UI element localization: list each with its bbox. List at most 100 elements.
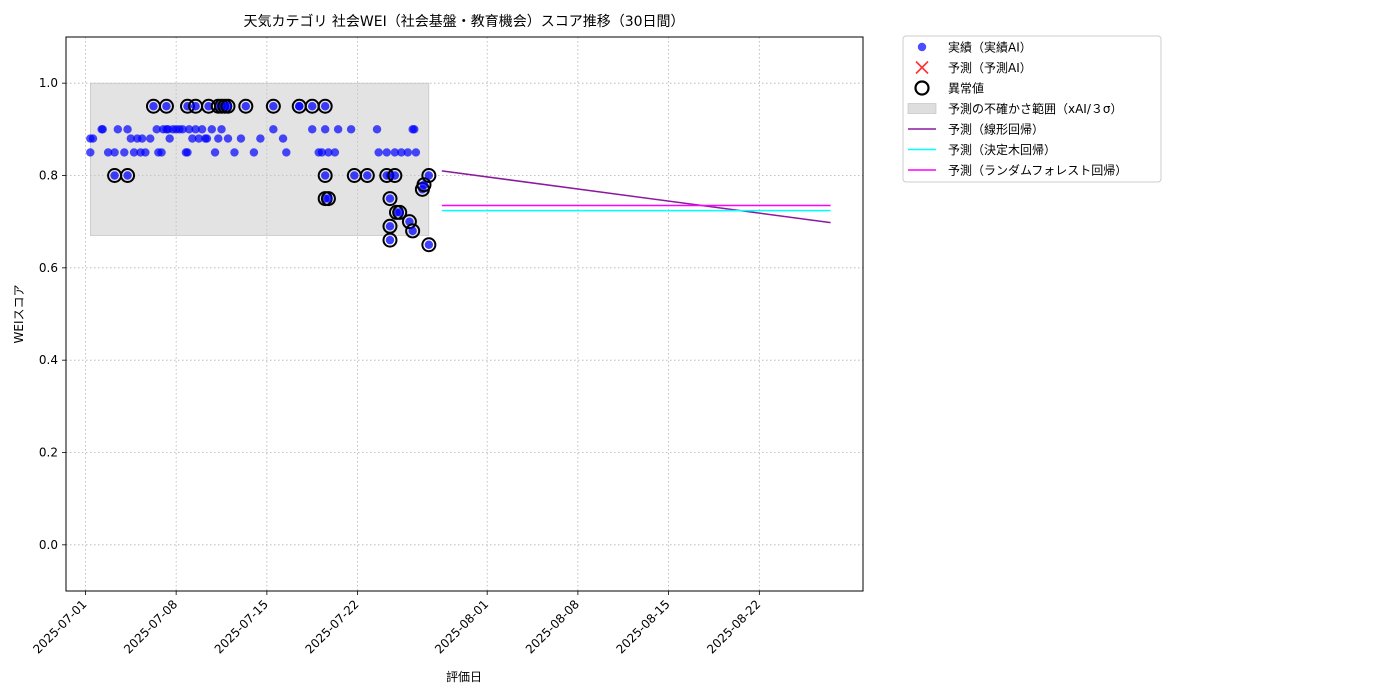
x-tick-label: 2025-07-08 xyxy=(121,597,180,656)
y-tick-label: 0.6 xyxy=(39,261,58,275)
legend-label: 予測（ランダムフォレスト回帰） xyxy=(948,163,1127,178)
actual-point xyxy=(146,134,155,143)
y-axis-label: WEIスコア xyxy=(12,285,26,344)
legend-label: 予測の不確かさ範囲（xAI/３σ） xyxy=(948,101,1123,116)
anomaly-ring xyxy=(392,204,408,220)
y-tick-label: 0.0 xyxy=(39,538,58,552)
actual-point xyxy=(152,125,161,134)
x-tick-label: 2025-07-22 xyxy=(302,597,361,656)
anomaly-ring xyxy=(405,223,421,239)
actual-point xyxy=(191,125,200,134)
legend-label: 予測（予測AI） xyxy=(948,61,1032,75)
actual-point xyxy=(103,148,113,157)
actual-point xyxy=(165,134,174,143)
axes-frame xyxy=(65,36,864,592)
x-axis-label: 評価日 xyxy=(446,669,482,684)
actual-point xyxy=(88,134,98,143)
actual-point xyxy=(346,125,356,134)
actual-point xyxy=(282,148,291,157)
actual-point xyxy=(372,125,382,134)
anomaly-point xyxy=(350,171,359,180)
actual-point xyxy=(183,148,192,157)
actual-point xyxy=(320,125,330,134)
x-tick-label: 2025-08-01 xyxy=(432,597,491,656)
actual-point xyxy=(403,148,413,157)
y-tick-label: 0.4 xyxy=(39,353,58,367)
actual-point xyxy=(86,148,95,157)
actual-point xyxy=(123,125,132,134)
x-tick-label: 2025-08-22 xyxy=(704,597,763,656)
actual-point xyxy=(411,148,421,157)
actual-point xyxy=(330,148,340,157)
y-tick-label: 1.0 xyxy=(39,76,58,90)
y-tick-label: 0.2 xyxy=(39,446,58,460)
anomaly-point xyxy=(320,171,330,180)
actual-point xyxy=(113,125,123,134)
anomaly-point xyxy=(223,102,233,111)
chart-title: 天気カテゴリ 社会WEI（社会基盤・教育機会）スコア推移（30日間） xyxy=(243,13,684,30)
anomaly-ring xyxy=(120,168,136,183)
forecast-line xyxy=(441,170,831,224)
anomaly-point xyxy=(419,180,429,189)
actual-point xyxy=(137,134,147,143)
anomaly-point xyxy=(123,171,132,180)
actual-point xyxy=(184,125,194,134)
actual-point xyxy=(110,148,119,157)
legend-marker-x xyxy=(915,60,929,75)
x-tick-label: 2025-07-01 xyxy=(30,597,89,656)
legend-box xyxy=(902,35,1162,183)
legend-label: 予測（決定木回帰） xyxy=(948,142,1056,157)
anomaly-ring xyxy=(317,98,333,114)
anomaly-point xyxy=(295,102,304,111)
actual-point xyxy=(390,148,400,157)
actual-point xyxy=(207,125,216,134)
anomaly-point xyxy=(320,102,330,111)
actual-point xyxy=(382,148,391,157)
y-tick-label: 0.8 xyxy=(39,169,58,183)
actual-point xyxy=(249,148,259,157)
anomaly-point xyxy=(110,171,119,180)
legend-label: 実績（実績AI） xyxy=(948,40,1032,55)
anomaly-ring xyxy=(265,98,281,114)
anomaly-ring xyxy=(421,237,437,253)
actual-point xyxy=(210,148,220,157)
anomaly-ring xyxy=(320,191,336,207)
actual-point xyxy=(333,125,343,134)
anomaly-point xyxy=(308,102,317,111)
anomaly-ring xyxy=(359,168,375,183)
anomaly-point xyxy=(408,226,417,236)
actual-point xyxy=(308,125,317,134)
anomaly-ring xyxy=(421,168,437,183)
x-tick-label: 2025-07-15 xyxy=(212,597,271,656)
anomaly-ring xyxy=(158,98,174,114)
actual-point xyxy=(374,148,383,157)
anomaly-point xyxy=(424,240,434,249)
anomaly-ring xyxy=(220,98,236,114)
anomaly-point xyxy=(191,102,200,111)
uncertainty-band xyxy=(89,82,430,236)
actual-point xyxy=(202,134,212,143)
actual-point xyxy=(223,134,233,143)
actual-point xyxy=(98,125,107,134)
actual-point xyxy=(157,148,166,157)
legend-marker-band xyxy=(907,103,937,114)
actual-point xyxy=(129,148,139,157)
actual-point xyxy=(217,125,226,134)
anomaly-point xyxy=(363,171,372,180)
actual-point xyxy=(141,148,150,157)
anomaly-point xyxy=(395,208,404,217)
actual-point xyxy=(230,148,239,157)
legend-marker-ring xyxy=(914,80,930,96)
anomaly-point xyxy=(162,102,171,111)
anomaly-point xyxy=(204,102,213,111)
anomaly-ring xyxy=(382,232,398,248)
x-tick-label: 2025-08-15 xyxy=(614,597,673,656)
actual-point xyxy=(269,125,278,134)
actual-point xyxy=(410,125,419,134)
anomaly-point xyxy=(385,235,395,245)
actual-point xyxy=(256,134,265,143)
actual-point xyxy=(397,148,406,157)
anomaly-ring xyxy=(401,214,417,230)
